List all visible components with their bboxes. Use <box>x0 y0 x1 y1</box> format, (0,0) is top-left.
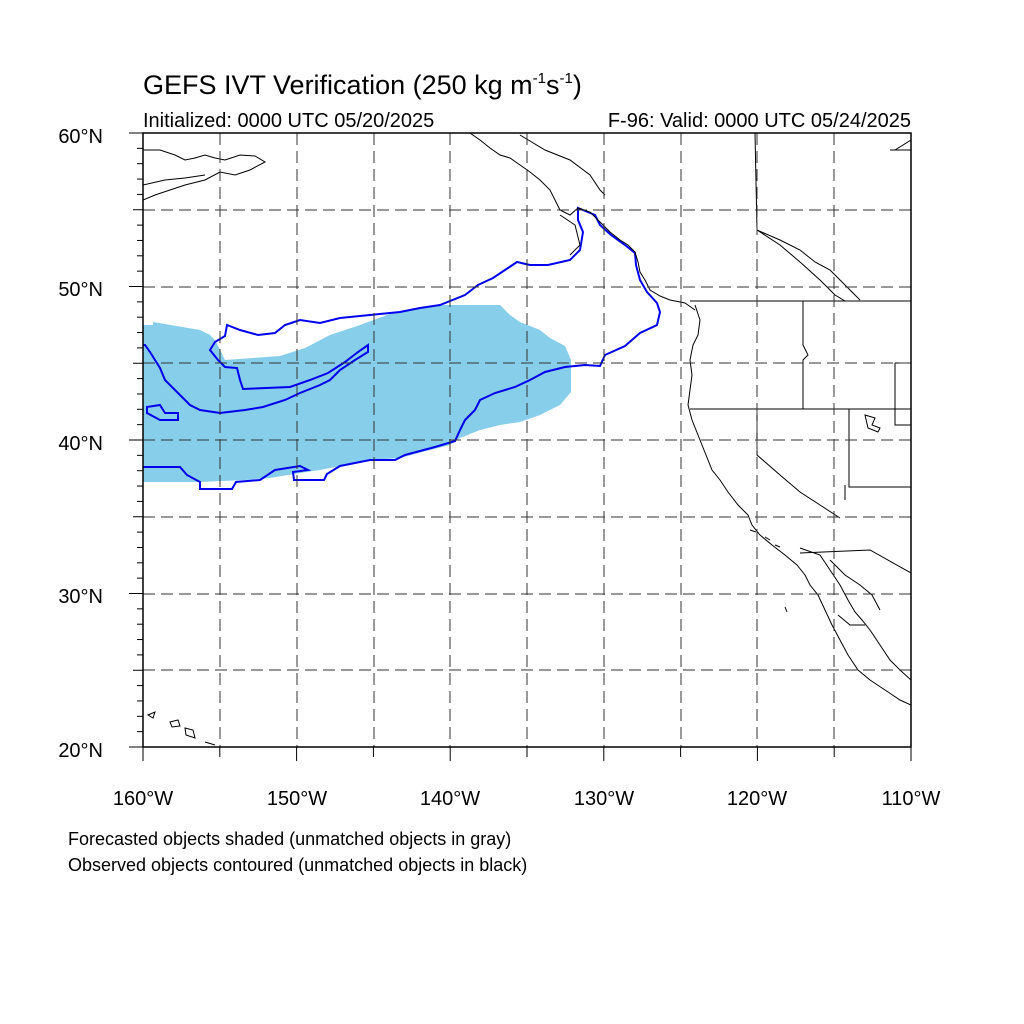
valid-time-label: F-96: Valid: 0000 UTC 05/24/2025 <box>607 110 911 132</box>
legend-forecast-note: Forecasted objects shaded (unmatched obj… <box>68 829 512 849</box>
lon-label-120: 120°W <box>727 788 787 810</box>
axis-ticks <box>129 132 912 761</box>
lat-label-50: 50°N <box>58 279 103 301</box>
observed-contour-main <box>143 206 662 490</box>
legend-observed-note: Observed objects contoured (unmatched ob… <box>68 855 528 875</box>
lon-label-140: 140°W <box>420 788 480 810</box>
lat-label-60: 60°N <box>58 126 103 148</box>
map-grid <box>143 133 911 747</box>
forecast-ivt-object <box>143 305 571 482</box>
initialized-label: Initialized: 0000 UTC 05/20/2025 <box>143 110 435 132</box>
lat-label-40: 40°N <box>58 433 103 455</box>
lon-label-110: 110°W <box>882 788 941 810</box>
legend-notes: Forecasted objects shaded (unmatched obj… <box>68 826 527 878</box>
observed-ivt-contours <box>143 206 662 490</box>
lat-label-20: 20°N <box>58 740 103 762</box>
lat-label-30: 30°N <box>58 586 103 608</box>
lon-label-150: 150°W <box>267 788 327 810</box>
lon-label-130: 130°W <box>574 788 634 810</box>
chart-title: GEFS IVT Verification (250 kg m-1s-1) <box>143 70 582 100</box>
observed-contour-small <box>146 403 179 421</box>
lon-label-160: 160°W <box>113 788 173 810</box>
